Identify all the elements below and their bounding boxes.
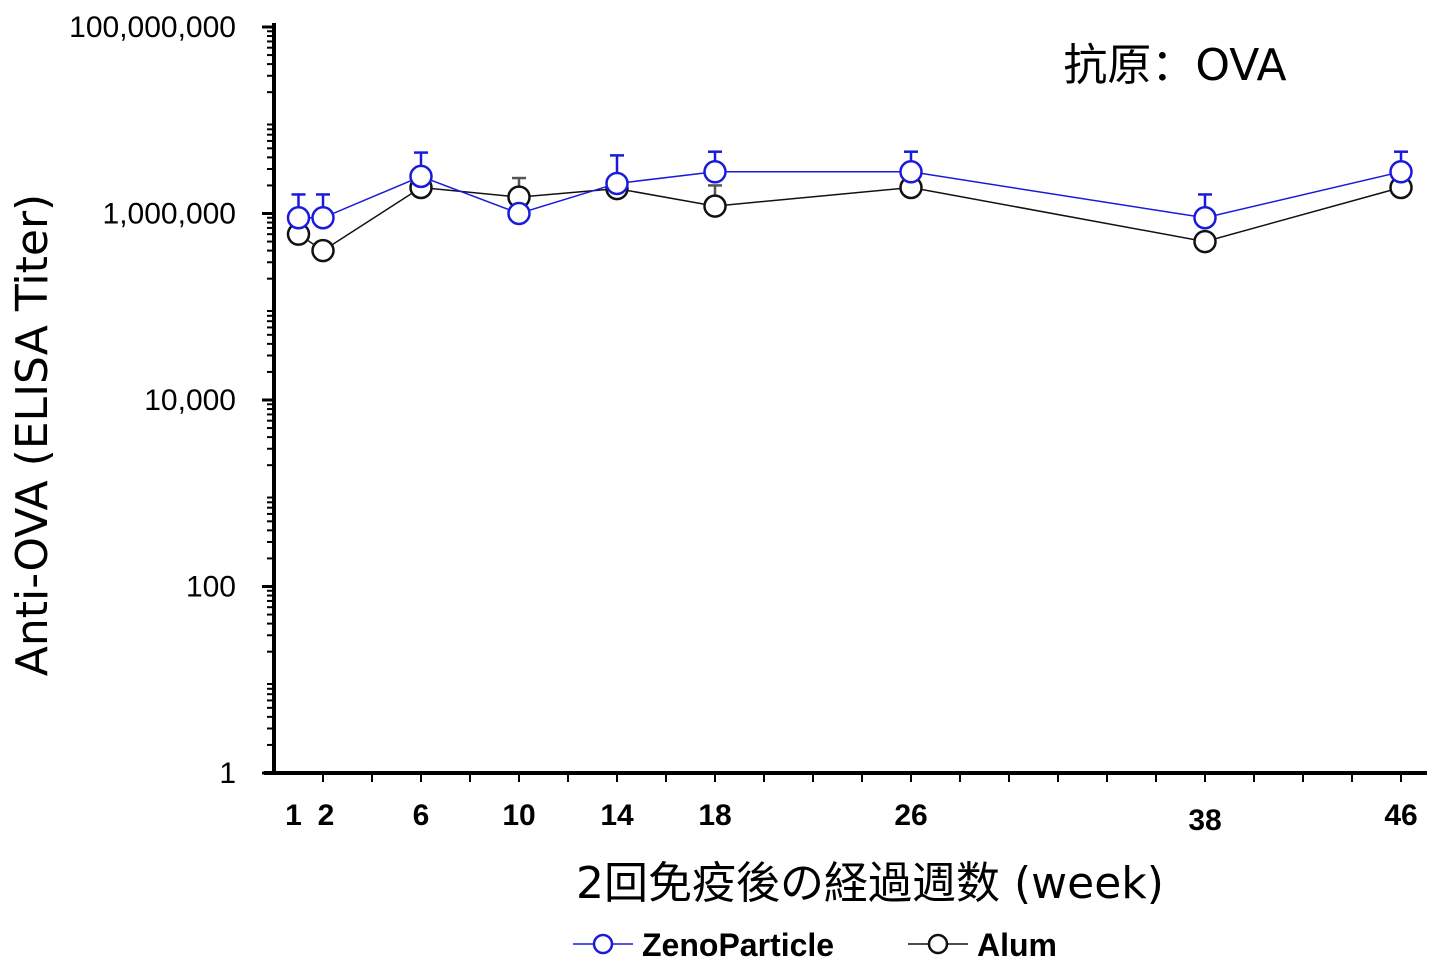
legend-marker-zenoparticle bbox=[592, 933, 614, 955]
data-point-zenoparticle bbox=[507, 201, 531, 226]
y-tick-label: 10,000 bbox=[144, 384, 236, 417]
data-point-alum bbox=[1193, 229, 1217, 254]
x-tick-label: 18 bbox=[698, 799, 731, 832]
data-point-zenoparticle bbox=[409, 164, 433, 189]
series-line-alum bbox=[298, 186, 1402, 252]
data-point-alum bbox=[703, 194, 727, 218]
x-tick-label: 6 bbox=[413, 799, 430, 832]
y-major-ticks: 1 100 10,000 1,000,000 100,000,000 bbox=[69, 11, 274, 790]
legend-label-alum: Alum bbox=[977, 927, 1057, 963]
legend: ZenoParticle Alum bbox=[573, 927, 1057, 963]
data-point-zenoparticle bbox=[703, 160, 727, 184]
x-minor-ticks bbox=[322, 773, 1402, 782]
legend-item-zenoparticle: ZenoParticle bbox=[573, 927, 834, 963]
data-point-zenoparticle bbox=[1193, 206, 1217, 230]
y-tick-label: 1,000,000 bbox=[103, 198, 236, 231]
y-minor-ticks bbox=[267, 30, 274, 746]
legend-marker-alum bbox=[927, 933, 949, 955]
x-tick-label: 2 bbox=[318, 799, 335, 832]
x-tick-label: 38 bbox=[1188, 804, 1221, 837]
legend-item-alum: Alum bbox=[908, 927, 1057, 963]
x-tick-label: 1 bbox=[285, 799, 302, 832]
series-zenoparticle bbox=[286, 150, 1413, 230]
antigen-annotation: 抗原：OVA bbox=[1063, 40, 1286, 91]
data-point-zenoparticle bbox=[605, 171, 629, 196]
legend-label-zenoparticle: ZenoParticle bbox=[642, 927, 834, 963]
data-point-zenoparticle bbox=[311, 206, 335, 230]
y-tick-label: 1 bbox=[219, 757, 236, 790]
series-line-zenoparticle bbox=[298, 171, 1402, 219]
axes bbox=[264, 23, 1427, 775]
data-point-zenoparticle bbox=[286, 206, 311, 230]
x-tick-label: 14 bbox=[600, 799, 634, 832]
y-tick-label: 100 bbox=[186, 571, 236, 604]
y-axis-label: Anti-OVA (ELISA Titer) bbox=[7, 194, 58, 676]
plot-series bbox=[286, 150, 1413, 263]
x-tick-labels: 1 2 6 10 14 18 26 38 46 bbox=[285, 799, 1418, 837]
data-point-alum bbox=[311, 238, 335, 263]
x-tick-label: 46 bbox=[1384, 799, 1417, 832]
y-tick-label: 100,000,000 bbox=[69, 11, 236, 44]
x-axis-label: 2回免疫後の経過週数 (week) bbox=[576, 858, 1164, 909]
x-tick-label: 26 bbox=[894, 799, 927, 832]
x-tick-label: 10 bbox=[502, 799, 535, 832]
data-point-zenoparticle bbox=[1389, 160, 1413, 184]
data-point-zenoparticle bbox=[899, 160, 923, 184]
